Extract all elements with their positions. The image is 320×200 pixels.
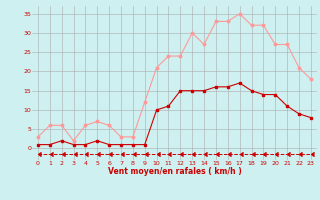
X-axis label: Vent moyen/en rafales ( km/h ): Vent moyen/en rafales ( km/h ): [108, 167, 241, 176]
